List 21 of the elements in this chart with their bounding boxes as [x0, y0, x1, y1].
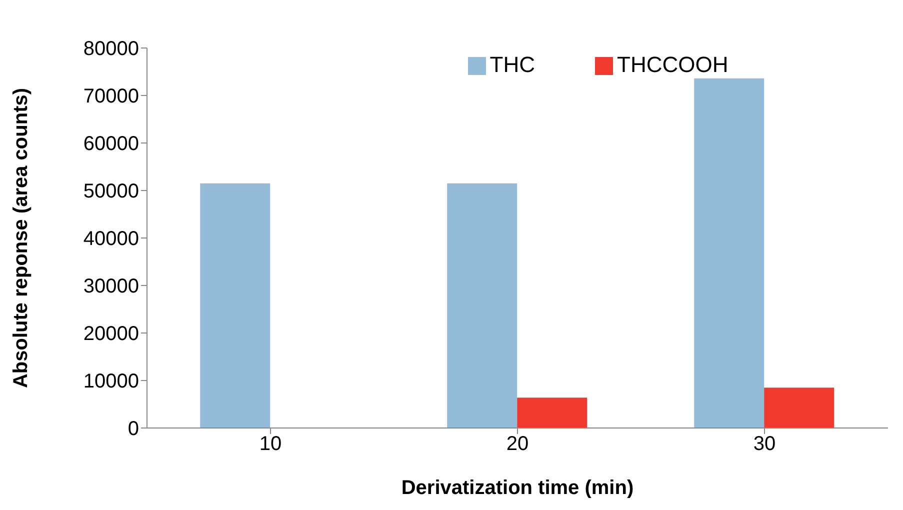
- y-tick-label: 40000: [83, 228, 139, 250]
- bar: [200, 183, 270, 428]
- y-tick-label: 0: [128, 418, 139, 440]
- x-tick-label: 10: [259, 433, 282, 456]
- y-tick-label: 80000: [83, 38, 139, 60]
- y-tick-label: 30000: [83, 276, 139, 298]
- bar: [517, 398, 588, 428]
- bar: [694, 78, 764, 428]
- y-tick-label: 60000: [83, 133, 139, 156]
- legend-label: THC: [490, 52, 535, 77]
- x-tick-label: 20: [506, 433, 529, 456]
- y-tick-label: 70000: [83, 86, 139, 108]
- y-axis-title: Absolute reponse (area counts): [10, 88, 32, 388]
- y-tick-label: 50000: [83, 180, 139, 203]
- bar: [764, 388, 834, 428]
- y-tick-label: 20000: [83, 323, 139, 346]
- legend-label: THCCOOH: [617, 52, 728, 77]
- x-axis-title: Derivatization time (min): [401, 477, 634, 499]
- x-tick-label: 30: [753, 433, 776, 456]
- bar: [447, 183, 518, 428]
- y-tick-label: 10000: [83, 370, 139, 393]
